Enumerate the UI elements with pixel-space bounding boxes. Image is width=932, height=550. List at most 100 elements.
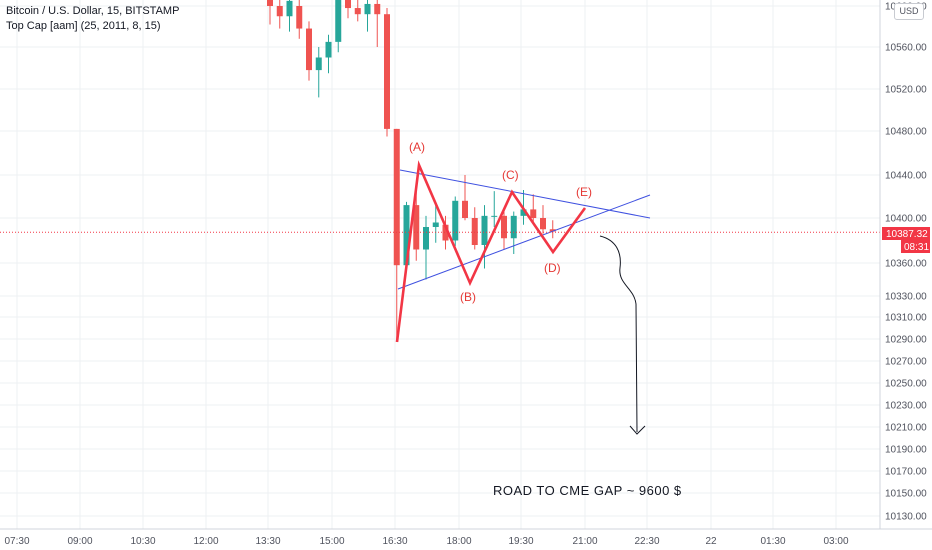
x-tick-label: 12:00 <box>193 536 218 547</box>
y-tick-label: 10330.00 <box>885 292 927 303</box>
candle-body <box>364 3 371 15</box>
candle <box>491 191 498 227</box>
candle <box>345 0 351 19</box>
candle-body <box>520 209 527 216</box>
symbol-title[interactable]: Bitcoin / U.S. Dollar, 15, BITSTAMP <box>6 5 180 17</box>
y-tick-label: 10210.00 <box>885 423 927 434</box>
chart-grid <box>0 0 880 529</box>
candle-body <box>315 57 322 71</box>
x-tick-label: 15:00 <box>319 536 344 547</box>
candle-body <box>296 6 303 29</box>
currency-badge[interactable]: USD <box>894 3 924 20</box>
y-tick-label: 10440.00 <box>885 171 927 182</box>
candle <box>364 0 371 32</box>
candle-body <box>276 6 283 17</box>
x-tick-label: 10:30 <box>130 536 155 547</box>
wave-label-a: (A) <box>409 140 425 154</box>
candle <box>510 211 517 254</box>
candle-body <box>510 215 517 239</box>
candle-body <box>423 227 429 250</box>
y-tick-label: 10480.00 <box>885 127 927 138</box>
indicator-title[interactable]: Top Cap [aam] (25, 2011, 8, 15) <box>6 20 161 32</box>
candle <box>481 205 488 269</box>
candle-body <box>325 41 332 58</box>
x-tick-label: 09:00 <box>67 536 92 547</box>
candle <box>549 220 556 239</box>
wave-label-b: (B) <box>460 290 476 304</box>
wave-label-e: (E) <box>576 185 592 199</box>
candle-body <box>306 28 312 71</box>
x-tick-label: 07:30 <box>4 536 29 547</box>
candle-body <box>335 0 342 42</box>
candle-body <box>286 0 293 17</box>
y-tick-label: 10560.00 <box>885 43 927 54</box>
candle <box>296 0 303 39</box>
candle <box>335 0 342 53</box>
candle <box>276 0 283 29</box>
drawing-tools: (A) (B) (C) (D) (E) ROAD TO CME GAP ~ 96… <box>395 140 682 498</box>
y-tick-label: 10520.00 <box>885 85 927 96</box>
candle-body <box>403 205 410 266</box>
y-tick-label: 10170.00 <box>885 467 927 478</box>
candle-body <box>540 218 546 230</box>
candle-body <box>471 218 478 245</box>
y-tick-label: 10310.00 <box>885 313 927 324</box>
candle <box>306 21 312 81</box>
candle-body <box>413 205 420 250</box>
candle <box>540 205 546 234</box>
y-tick-label: 10250.00 <box>885 379 927 390</box>
chart-legend: Bitcoin / U.S. Dollar, 15, BITSTAMP Top … <box>6 4 179 34</box>
candle <box>286 0 293 32</box>
x-tick-label: 22:30 <box>634 536 659 547</box>
x-tick-label: 19:30 <box>508 536 533 547</box>
candle-body <box>462 200 468 218</box>
candle <box>374 0 381 47</box>
last-price-tag-text: 10387.32 <box>886 229 928 240</box>
y-tick-label: 10290.00 <box>885 335 927 346</box>
candle-body <box>354 8 361 15</box>
triangle-lower-line <box>397 194 651 290</box>
x-tick-label: 18:00 <box>446 536 471 547</box>
candle-body <box>491 215 498 217</box>
y-axis-ticks: 10600.0010560.0010520.0010480.0010440.00… <box>885 2 927 523</box>
candle <box>501 209 507 250</box>
candle-body <box>267 0 273 7</box>
y-tick-label: 10150.00 <box>885 489 927 500</box>
candlestick-series <box>267 0 556 339</box>
candle-body <box>442 224 449 241</box>
wave-label-c: (C) <box>502 168 519 182</box>
triangle-upper-line <box>399 169 651 219</box>
countdown-tag-text: 08:31 <box>904 242 929 253</box>
candle-body <box>452 200 459 241</box>
candle-body <box>501 215 507 239</box>
candle <box>413 187 420 261</box>
y-tick-label: 10190.00 <box>885 445 927 456</box>
x-tick-label: 01:30 <box>760 536 785 547</box>
x-axis-ticks: 07:30 09:00 10:30 12:00 13:30 15:00 16:30 18:00… <box>4 536 848 547</box>
candle-body <box>530 209 537 218</box>
candle <box>452 196 459 247</box>
candle-body <box>393 128 400 266</box>
down-arrow-path <box>599 235 638 433</box>
candle <box>530 194 537 223</box>
candle <box>354 0 361 22</box>
candle <box>393 128 400 339</box>
y-tick-label: 10230.00 <box>885 401 927 412</box>
x-tick-label: 21:00 <box>572 536 597 547</box>
candle <box>267 0 273 25</box>
y-tick-label: 10130.00 <box>885 512 927 523</box>
candle <box>325 34 332 74</box>
arrow-head <box>629 425 646 435</box>
annotation-note: ROAD TO CME GAP ~ 9600 $ <box>493 483 682 498</box>
candle <box>384 8 390 137</box>
candle <box>432 205 439 243</box>
candle-body <box>374 3 381 15</box>
candle <box>471 207 478 250</box>
countdown-tag <box>901 240 930 253</box>
candle <box>442 215 449 250</box>
y-tick-label: 10270.00 <box>885 357 927 368</box>
last-price-tag <box>882 227 930 240</box>
candle-body <box>345 0 351 9</box>
x-tick-label: 22 <box>705 536 717 547</box>
